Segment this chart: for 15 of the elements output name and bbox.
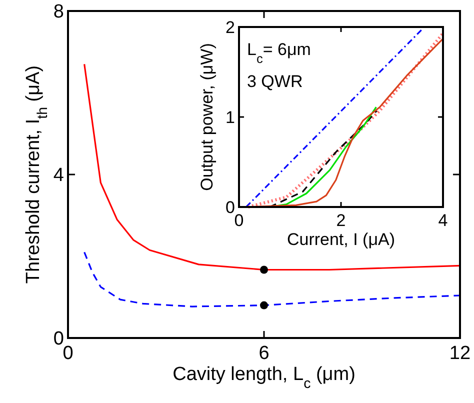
- x-axis-title: Cavity length, L$_{c}$ (μm): [172, 364, 356, 392]
- y-tick-label: 2: [226, 18, 235, 37]
- x-tick-label: 6: [258, 343, 270, 364]
- y-tick-label: 0: [226, 198, 235, 217]
- x-tick-label: 12: [449, 343, 471, 364]
- y-tick-label: 0: [53, 328, 64, 350]
- y-tick-label: 1: [226, 108, 235, 127]
- annotation: L$_{c}$= 6μm: [247, 40, 311, 66]
- x-tick-label: 4: [438, 211, 448, 230]
- y-tick-label: 4: [53, 165, 64, 186]
- y-axis-title: Output power, (μW): [198, 43, 217, 191]
- x-axis-title: Current, I (μA): [286, 230, 396, 249]
- annotation: 3 QWR: [247, 72, 303, 91]
- x-tick-label: 2: [336, 211, 346, 230]
- y-tick-label: 8: [53, 2, 64, 23]
